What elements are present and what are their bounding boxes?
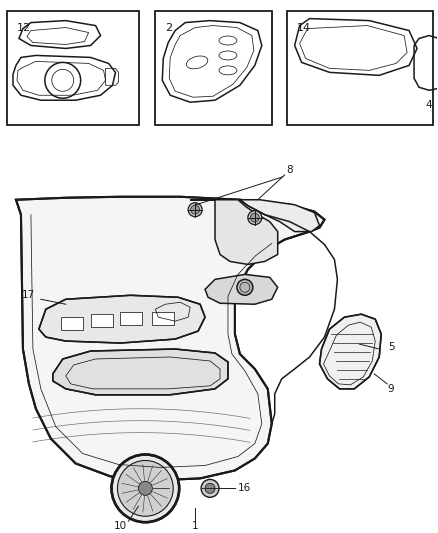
Polygon shape (53, 349, 228, 395)
Text: 16: 16 (238, 483, 251, 494)
Circle shape (138, 481, 152, 495)
Bar (91, 314, 113, 327)
Bar (152, 312, 174, 325)
Polygon shape (16, 197, 325, 480)
Circle shape (188, 203, 202, 216)
Polygon shape (215, 200, 278, 264)
Polygon shape (190, 200, 319, 232)
Circle shape (251, 213, 259, 222)
Text: 12: 12 (17, 22, 31, 33)
Text: 9: 9 (388, 384, 395, 394)
Text: 14: 14 (297, 22, 311, 33)
Polygon shape (319, 314, 381, 389)
Text: 8: 8 (286, 165, 293, 175)
Circle shape (205, 483, 215, 494)
Bar (287, 11, 433, 125)
Text: 10: 10 (114, 521, 127, 531)
Bar (120, 312, 142, 325)
Bar (155, 11, 272, 125)
Text: 17: 17 (22, 290, 35, 300)
Bar (61, 317, 83, 330)
Polygon shape (39, 295, 205, 343)
Polygon shape (205, 274, 278, 304)
Text: 1: 1 (192, 521, 198, 531)
Text: 4: 4 (426, 100, 432, 110)
Text: 5: 5 (388, 342, 395, 352)
Circle shape (248, 211, 262, 224)
Circle shape (237, 279, 253, 295)
Circle shape (191, 205, 200, 214)
Circle shape (112, 455, 179, 522)
Bar (7, 11, 139, 125)
Circle shape (201, 479, 219, 497)
Text: 2: 2 (165, 22, 173, 33)
Circle shape (117, 461, 173, 516)
